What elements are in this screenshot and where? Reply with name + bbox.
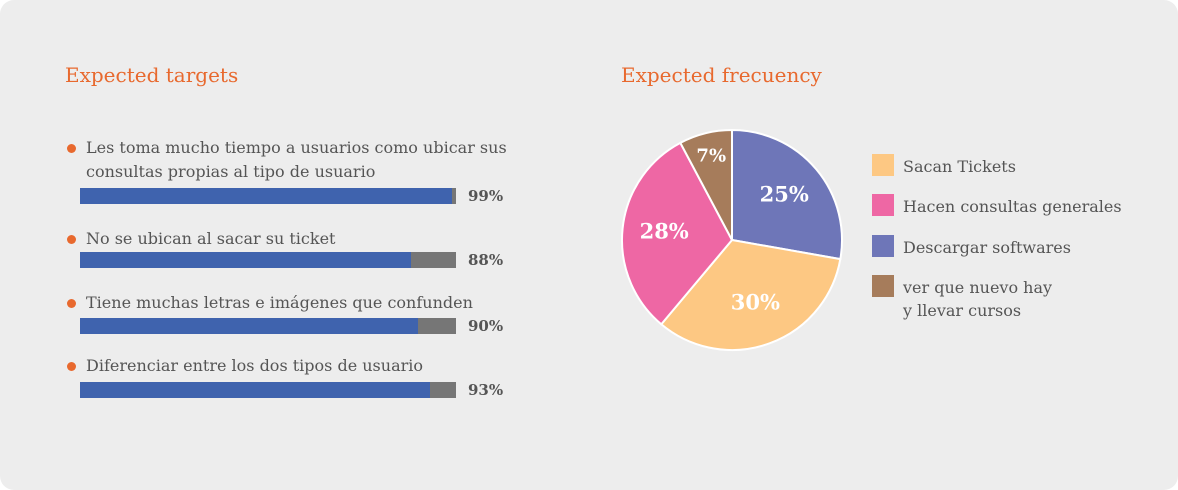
- target-item: Tiene muchas letras e imágenes que confu…: [67, 291, 527, 334]
- progress-bar: [80, 252, 456, 268]
- pie-slice: [731, 128, 843, 261]
- pie-slice: [659, 238, 842, 351]
- progress-bar-fill: [80, 318, 419, 334]
- bullet-dot-icon: [67, 362, 76, 371]
- target-label: No se ubican al sacar su ticket: [67, 227, 527, 251]
- frequency-title: Expected frecuency: [621, 63, 822, 87]
- progress-percent: 88%: [468, 251, 504, 269]
- legend-swatch: [872, 154, 894, 176]
- legend-label: ver que nuevo hay y llevar cursos: [903, 278, 1053, 320]
- bullet-dot-icon: [67, 299, 76, 308]
- bullet-dot-icon: [67, 235, 76, 244]
- pie-slice-label: 30%: [731, 290, 780, 315]
- bullet-dot-icon: [67, 144, 76, 153]
- legend-label: Hacen consultas generales: [903, 197, 1122, 216]
- target-item: No se ubican al sacar su ticket 88%: [67, 227, 527, 268]
- pie-slice: [621, 141, 734, 326]
- targets-title: Expected targets: [65, 63, 239, 87]
- target-label-text: No se ubican al sacar su ticket: [86, 229, 336, 248]
- progress-bar-fill: [80, 382, 430, 398]
- legend-label: Sacan Tickets: [903, 157, 1016, 176]
- legend-swatch: [872, 275, 894, 297]
- pie-slice-label: 28%: [640, 218, 689, 243]
- progress-percent: 90%: [468, 317, 504, 335]
- target-label-text: Les toma mucho tiempo a usuarios como ub…: [86, 138, 507, 181]
- target-label: Les toma mucho tiempo a usuarios como ub…: [67, 136, 527, 184]
- progress-bar: [80, 188, 456, 204]
- legend-swatch: [872, 235, 894, 257]
- progress-bar: [80, 318, 456, 334]
- legend-label: Descargar softwares: [903, 238, 1071, 257]
- progress-bar-fill: [80, 188, 453, 204]
- target-label-text: Diferenciar entre los dos tipos de usuar…: [86, 356, 424, 375]
- pie-slice-label: 7%: [696, 146, 726, 167]
- legend-swatch: [872, 194, 894, 216]
- pie-slice: [679, 128, 733, 241]
- target-label: Tiene muchas letras e imágenes que confu…: [67, 291, 527, 315]
- target-item: Diferenciar entre los dos tipos de usuar…: [67, 354, 527, 398]
- pie-chart: 25% 30% 28% 7%: [621, 128, 843, 351]
- target-item: Les toma mucho tiempo a usuarios como ub…: [67, 136, 527, 204]
- progress-bar-fill: [80, 252, 411, 268]
- progress-percent: 99%: [468, 187, 504, 205]
- pie-slice-label: 25%: [760, 182, 809, 207]
- target-label-text: Tiene muchas letras e imágenes que confu…: [86, 293, 473, 312]
- target-label: Diferenciar entre los dos tipos de usuar…: [67, 354, 527, 378]
- progress-percent: 93%: [468, 381, 504, 399]
- progress-bar: [80, 382, 456, 398]
